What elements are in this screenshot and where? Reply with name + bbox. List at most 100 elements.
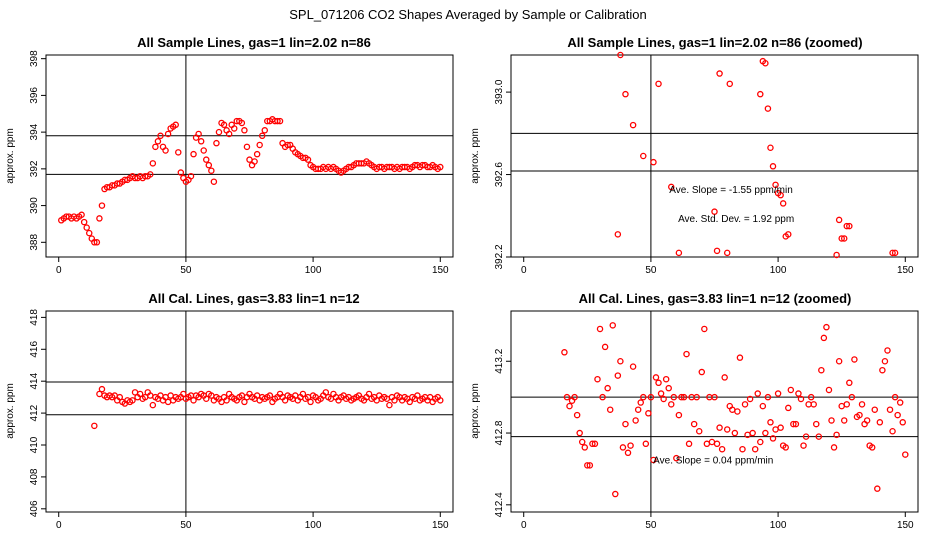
data-point [734, 408, 741, 415]
data-point [414, 392, 421, 399]
data-point [889, 249, 896, 257]
data-point [713, 440, 721, 448]
data-point [261, 127, 269, 134]
data-point [614, 231, 622, 238]
data-point [874, 485, 881, 492]
data-point [210, 178, 218, 185]
annotation: Ave. Slope = -1.55 ppm/min [669, 185, 793, 196]
data-point [640, 152, 647, 160]
data-point [785, 231, 792, 238]
data-point [838, 235, 845, 242]
data-point [833, 431, 840, 439]
data-point [785, 404, 792, 412]
data-point [868, 444, 876, 451]
data-point [622, 420, 629, 428]
data-point [91, 239, 98, 246]
data-point [690, 420, 698, 428]
data-point [304, 156, 312, 163]
panel-2-ylabel: approx. ppm [470, 128, 481, 184]
data-point [647, 393, 655, 401]
data-point [716, 424, 723, 431]
data-point [629, 121, 637, 129]
data-point [655, 80, 662, 88]
data-point [876, 419, 884, 426]
data-point [622, 90, 629, 98]
data-point [606, 406, 614, 413]
data-point [795, 390, 802, 397]
data-point [195, 130, 202, 138]
data-point [723, 426, 731, 433]
data-point [721, 374, 728, 381]
data-point [650, 456, 657, 464]
y-tick-label: 394 [29, 123, 40, 140]
data-point [258, 132, 266, 140]
y-tick-label: 408 [29, 468, 40, 485]
data-point [881, 357, 889, 365]
data-point [886, 406, 894, 413]
data-point [561, 349, 568, 356]
data-point [790, 420, 797, 428]
panel-cal-lines-zoomed: All Cal. Lines, gas=3.83 lin=1 n=12 (zoo… [470, 291, 919, 531]
data-point [563, 393, 571, 401]
data-point [80, 218, 88, 226]
panel-sample-lines: All Sample Lines, gas=1 lin=2.02 n=86 ap… [5, 35, 454, 276]
panel-1-ylabel: approx. ppm [5, 128, 16, 184]
data-point [759, 402, 767, 410]
data-point [96, 215, 103, 222]
data-point [657, 390, 665, 397]
panel-3-ylabel: approx. ppm [5, 383, 16, 439]
data-point [149, 160, 157, 167]
data-point [851, 356, 858, 363]
data-point [243, 143, 251, 151]
data-point [251, 158, 258, 165]
data-point [802, 433, 810, 440]
data-point [601, 343, 609, 351]
data-point [614, 372, 622, 379]
panel-2-title: All Sample Lines, gas=1 lin=2.02 n=86 (z… [567, 35, 862, 50]
data-point [723, 249, 731, 257]
y-tick-label: 390 [29, 197, 40, 214]
data-point [665, 384, 672, 392]
data-point [586, 462, 594, 469]
data-point [172, 121, 179, 129]
data-point [604, 384, 611, 392]
data-point [624, 449, 632, 457]
y-tick-label: 406 [29, 500, 40, 517]
data-point [284, 141, 291, 149]
data-point [835, 357, 843, 365]
data-point [299, 390, 307, 398]
data-point [678, 393, 685, 401]
data-point [825, 386, 833, 394]
data-point [762, 429, 769, 437]
annotation: Ave. Slope = 0.04 ppm/min [653, 456, 773, 467]
data-point [884, 347, 891, 354]
data-point [856, 411, 863, 419]
data-point [177, 169, 185, 176]
data-point [800, 442, 807, 449]
x-tick-label: 0 [56, 265, 62, 276]
data-point [670, 393, 678, 401]
data-point [726, 80, 734, 88]
data-point [668, 401, 675, 408]
data-point [769, 435, 777, 442]
data-point [838, 402, 845, 410]
data-point [902, 451, 909, 458]
panel-4-title: All Cal. Lines, gas=3.83 lin=1 n=12 (zoo… [579, 291, 852, 306]
data-point [322, 389, 330, 396]
data-point [858, 401, 866, 408]
data-point [764, 393, 772, 401]
data-point [190, 397, 197, 404]
data-point [848, 393, 856, 401]
x-tick-label: 50 [180, 520, 192, 531]
data-point [197, 138, 205, 145]
y-tick-label: 412 [29, 404, 40, 421]
data-point [889, 427, 896, 435]
data-point [782, 444, 789, 451]
data-point [810, 401, 817, 408]
data-point [594, 375, 601, 383]
data-point [83, 224, 90, 231]
data-point [846, 222, 853, 230]
data-point [116, 393, 124, 401]
panel-cal-lines: All Cal. Lines, gas=3.83 lin=1 n=12 appr… [5, 291, 454, 531]
data-point [203, 395, 210, 402]
